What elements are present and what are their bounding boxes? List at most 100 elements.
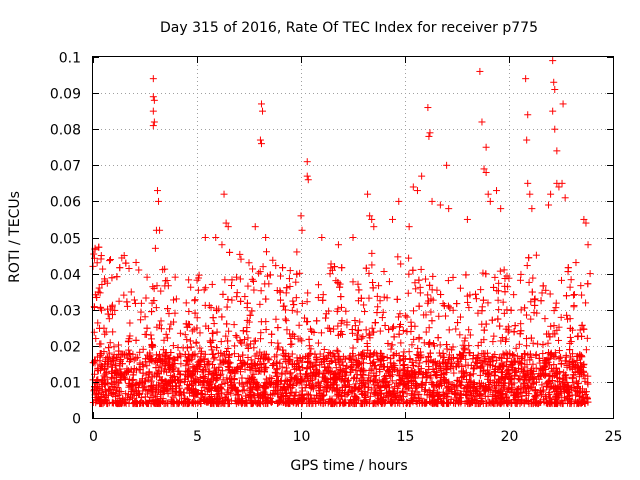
- background-point: [257, 329, 265, 337]
- y-axis-label: ROTI / TECUs: [7, 191, 23, 283]
- background-point: [193, 314, 201, 322]
- background-point: [410, 335, 418, 343]
- background-point: [477, 338, 485, 346]
- background-point: [163, 399, 171, 407]
- background-point: [376, 327, 384, 335]
- background-point: [126, 319, 134, 327]
- background-point: [578, 321, 586, 329]
- background-point: [182, 299, 190, 307]
- background-point: [515, 340, 523, 348]
- data-points: [89, 57, 594, 408]
- background-point: [152, 351, 160, 359]
- x-tick-label: 25: [605, 429, 623, 445]
- y-tick-label: 0.06: [50, 195, 81, 211]
- x-tick-label: 15: [397, 429, 415, 445]
- background-point: [407, 367, 415, 375]
- background-point: [236, 250, 244, 258]
- background-point: [396, 310, 404, 318]
- background-point: [523, 311, 531, 319]
- background-point: [448, 346, 456, 354]
- background-point: [191, 297, 199, 305]
- y-tick-label: 0.1: [59, 51, 81, 67]
- background-point: [257, 287, 265, 295]
- background-point: [517, 320, 525, 328]
- background-point: [273, 366, 281, 374]
- background-point: [188, 327, 196, 335]
- x-axis-label: GPS time / hours: [290, 458, 407, 474]
- background-point: [301, 314, 309, 322]
- background-point: [230, 321, 238, 329]
- y-tick-label: 0.03: [50, 304, 81, 320]
- background-point: [394, 253, 402, 261]
- background-point: [390, 323, 398, 331]
- background-point: [569, 291, 577, 299]
- background-point: [397, 339, 405, 347]
- background-point: [231, 342, 239, 350]
- background-point: [337, 303, 345, 311]
- background-point: [201, 350, 209, 358]
- background-point: [368, 261, 376, 269]
- background-point: [177, 360, 185, 368]
- x-tick-label: 20: [501, 429, 519, 445]
- y-tick-label: 0: [72, 412, 81, 428]
- background-point: [288, 306, 296, 314]
- x-tick-label: 10: [293, 429, 311, 445]
- y-tick-label: 0.05: [50, 232, 81, 248]
- background-point: [181, 331, 189, 339]
- background-point: [295, 321, 303, 329]
- background-point: [394, 313, 402, 321]
- background-point: [296, 269, 304, 277]
- background-point: [479, 269, 487, 277]
- background-point: [281, 315, 289, 323]
- background-point: [582, 299, 590, 307]
- background-point: [356, 318, 364, 326]
- background-point: [108, 311, 116, 319]
- background-point: [550, 307, 558, 315]
- background-point: [127, 288, 135, 296]
- background-point: [366, 366, 374, 374]
- background-point: [172, 295, 180, 303]
- background-point: [169, 342, 177, 350]
- background-point: [544, 339, 552, 347]
- background-point: [170, 296, 178, 304]
- background-point: [233, 289, 241, 297]
- background-point: [529, 274, 537, 282]
- y-tick-label: 0.01: [50, 376, 81, 392]
- background-point: [134, 353, 142, 361]
- background-point: [325, 348, 333, 356]
- background-point: [183, 336, 191, 344]
- y-tick-label: 0.09: [50, 87, 81, 103]
- background-point: [578, 291, 586, 299]
- background-point: [450, 369, 458, 377]
- background-point: [405, 254, 413, 262]
- chart-title: Day 315 of 2016, Rate Of TEC Index for r…: [160, 20, 538, 36]
- background-point: [276, 272, 284, 280]
- y-tick-label: 0.04: [50, 268, 81, 284]
- background-point: [240, 386, 248, 394]
- background-point: [106, 256, 114, 264]
- background-point: [572, 259, 580, 267]
- background-point: [283, 326, 291, 334]
- background-point: [157, 325, 165, 333]
- background-point: [296, 335, 304, 343]
- x-tick-label: 0: [89, 429, 98, 445]
- y-tick-label: 0.07: [50, 159, 81, 175]
- y-tick-label: 0.02: [50, 340, 81, 356]
- background-point: [583, 334, 591, 342]
- y-tick-label: 0.08: [50, 123, 81, 139]
- background-point: [414, 344, 422, 352]
- background-point: [522, 335, 530, 343]
- background-point: [534, 340, 542, 348]
- background-point: [506, 376, 514, 384]
- background-point: [109, 328, 117, 336]
- background-point: [365, 269, 373, 277]
- background-point: [348, 388, 356, 396]
- background-point: [538, 381, 546, 389]
- background-point: [185, 308, 193, 316]
- background-point: [572, 377, 580, 385]
- background-point: [332, 364, 340, 372]
- x-tick-label: 5: [193, 429, 202, 445]
- background-point: [350, 375, 358, 383]
